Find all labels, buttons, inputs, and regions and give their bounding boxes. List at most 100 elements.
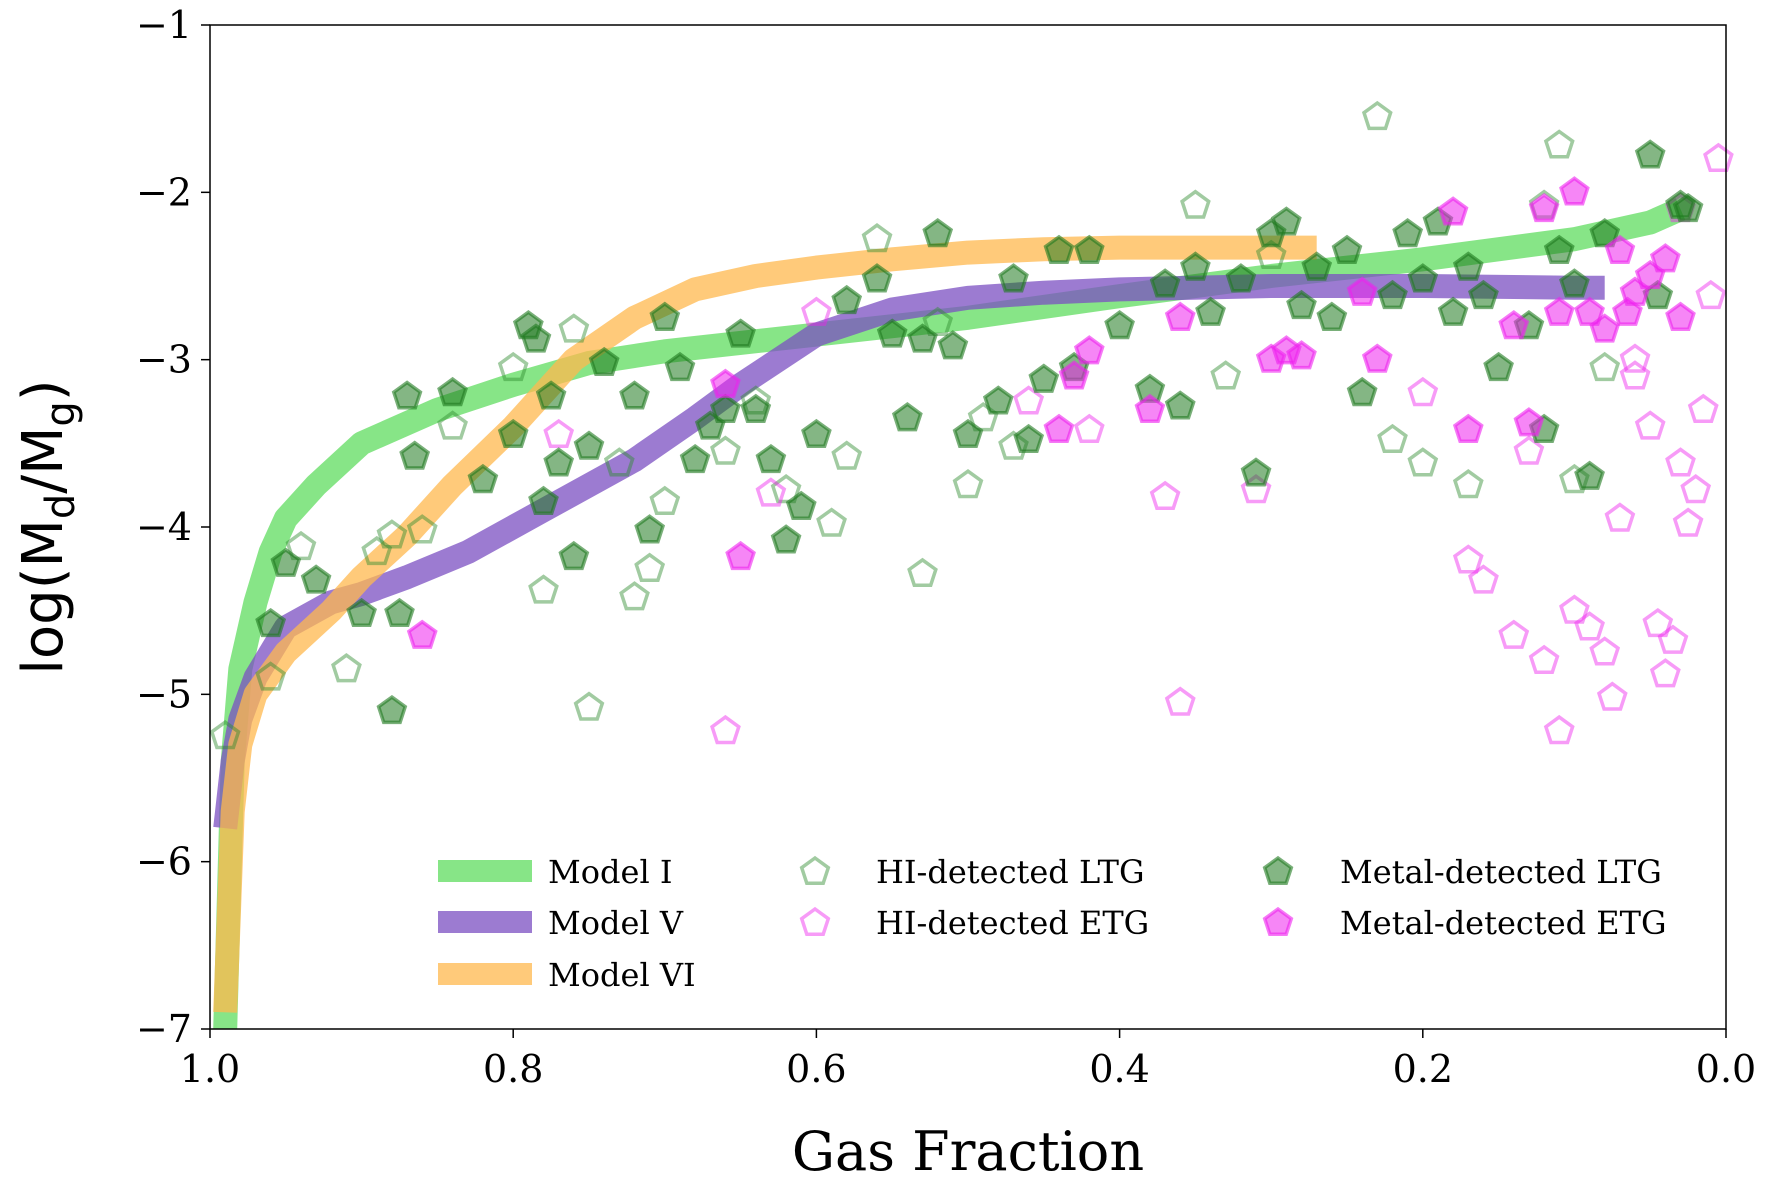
x-tick-label: 0.4 [1089, 1047, 1149, 1091]
point-hi-detected-etg [1604, 502, 1636, 532]
point-hi-detected-etg [1687, 393, 1719, 423]
legend-label-metal-ltg: Metal-detected LTG [1340, 853, 1662, 891]
point-hi-detected-ltg [861, 223, 893, 253]
point-metal-detected-etg [1574, 296, 1605, 326]
x-tick-label: 0.2 [1393, 1047, 1453, 1091]
point-hi-detected-ltg [634, 552, 666, 582]
legend-label-metal-etg: Metal-detected ETG [1340, 904, 1667, 942]
point-metal-detected-ltg [573, 430, 605, 460]
legend-label-model-1: Model I [548, 853, 673, 891]
point-hi-detected-ltg [831, 440, 863, 470]
point-metal-detected-ltg [588, 346, 620, 377]
legend-marker-metal-ltg [1262, 855, 1294, 886]
point-hi-detected-ltg [1361, 100, 1393, 131]
point-metal-detected-etg [1649, 243, 1681, 273]
point-metal-detected-ltg [384, 597, 415, 628]
point-hi-detected-etg [1407, 376, 1439, 407]
point-hi-detected-ltg [573, 691, 605, 721]
y-tick-label: −1 [136, 3, 192, 47]
point-metal-detected-etg [1559, 176, 1590, 206]
point-hi-detected-ltg [1377, 423, 1408, 454]
y-axis-title: log(Md/Mg) [11, 379, 84, 674]
point-metal-detected-etg [1513, 407, 1545, 437]
point-metal-detected-ltg [1452, 251, 1484, 281]
point-metal-detected-ltg [1043, 234, 1075, 264]
point-metal-detected-etg [1361, 343, 1393, 373]
point-metal-detected-ltg [1270, 206, 1302, 236]
point-hi-detected-etg [801, 296, 832, 326]
point-hi-detected-etg [1657, 624, 1689, 654]
point-metal-detected-ltg [770, 524, 802, 554]
point-hi-detected-etg [1695, 279, 1727, 310]
legend-marker-hi-ltg [799, 855, 831, 886]
point-metal-detected-ltg [535, 380, 567, 410]
point-metal-detected-ltg [891, 402, 923, 432]
point-metal-detected-ltg [1028, 363, 1060, 393]
point-metal-detected-ltg [376, 694, 408, 725]
point-hi-detected-ltg [331, 653, 362, 683]
point-metal-detected-etg [710, 368, 741, 398]
point-hi-detected-etg [1619, 343, 1651, 373]
point-metal-detected-etg [1073, 335, 1105, 365]
point-metal-detected-ltg [1240, 457, 1272, 487]
point-metal-detected-ltg [1073, 234, 1105, 264]
point-hi-detected-etg [1559, 594, 1590, 624]
point-metal-detected-ltg [399, 440, 431, 470]
point-metal-detected-ltg [952, 418, 984, 449]
point-metal-detected-ltg [1104, 310, 1135, 340]
point-metal-detected-ltg [619, 380, 650, 410]
point-metal-detected-ltg [1013, 423, 1045, 454]
point-hi-detected-etg [1468, 564, 1499, 594]
y-tick-label: −7 [136, 1007, 192, 1051]
point-hi-detected-etg [543, 418, 575, 449]
point-metal-detected-ltg [1346, 376, 1378, 407]
point-metal-detected-etg [1437, 196, 1469, 226]
point-metal-detected-ltg [1543, 234, 1575, 264]
point-metal-detected-ltg [710, 393, 741, 423]
point-metal-detected-ltg [270, 547, 302, 577]
point-hi-detected-etg [1498, 619, 1530, 649]
point-metal-detected-ltg [664, 351, 696, 382]
legend-marker-hi-etg [799, 906, 831, 937]
point-metal-detected-ltg [1437, 296, 1469, 326]
point-metal-detected-ltg [1392, 218, 1424, 248]
point-hi-detected-etg [1574, 611, 1605, 641]
point-metal-detected-ltg [1316, 301, 1348, 331]
point-hi-detected-etg [755, 477, 787, 507]
point-hi-detected-ltg [558, 313, 590, 343]
point-metal-detected-ltg [740, 393, 772, 423]
point-hi-detected-etg [1543, 714, 1575, 745]
y-axis-ticks: −7 −6 −5 −4 −3 −2 −1 [136, 3, 210, 1051]
x-tick-label: 0.0 [1696, 1047, 1756, 1091]
point-hi-detected-etg [1513, 435, 1545, 465]
point-hi-detected-etg [1149, 480, 1181, 510]
point-hi-detected-ltg [1589, 351, 1621, 382]
point-metal-detected-ltg [528, 485, 559, 515]
point-hi-detected-etg [1164, 686, 1196, 716]
legend-label-hi-ltg: HI-detected LTG [876, 853, 1145, 891]
x-tick-label: 1.0 [180, 1047, 240, 1091]
point-metal-detected-ltg [1331, 234, 1363, 264]
point-metal-detected-etg [1665, 301, 1696, 331]
point-metal-detected-ltg [1468, 279, 1499, 310]
point-hi-detected-ltg [406, 514, 438, 544]
point-hi-detected-ltg [816, 507, 847, 537]
y-tick-label: −2 [136, 170, 192, 214]
point-metal-detected-ltg [1559, 268, 1590, 298]
point-metal-detected-ltg [1407, 263, 1439, 293]
point-hi-detected-ltg [437, 410, 468, 440]
point-metal-detected-etg [1452, 413, 1484, 444]
point-metal-detected-ltg [391, 380, 423, 410]
point-metal-detected-ltg [437, 376, 468, 407]
point-metal-detected-ltg [831, 284, 863, 315]
point-hi-detected-etg [1672, 507, 1704, 537]
model-line-model-v [213, 274, 1605, 830]
point-metal-detected-etg [1134, 393, 1166, 423]
legend-pentagon [799, 855, 831, 886]
legend-pentagon [799, 906, 831, 937]
point-hi-detected-ltg [1210, 360, 1242, 390]
point-metal-detected-etg [1058, 360, 1090, 390]
point-hi-detected-ltg [603, 447, 635, 477]
point-metal-detected-etg [1043, 413, 1075, 444]
point-metal-detected-etg [406, 619, 438, 649]
